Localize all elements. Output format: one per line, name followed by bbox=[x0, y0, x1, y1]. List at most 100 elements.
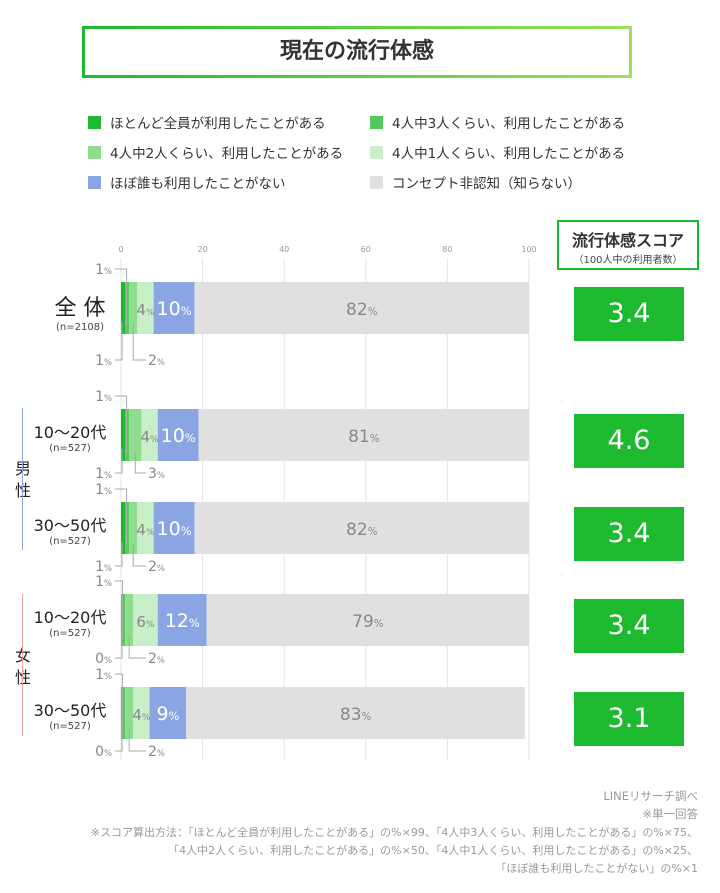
data-label: 0% bbox=[95, 744, 112, 760]
x-tick-label: 40 bbox=[279, 245, 289, 254]
score-value: 3.4 bbox=[574, 507, 684, 561]
bar-segment bbox=[194, 502, 529, 554]
x-tick-label: 80 bbox=[442, 245, 452, 254]
bar-segment bbox=[121, 594, 126, 646]
row-label-text: 30〜50代 bbox=[33, 516, 107, 535]
callout-line bbox=[132, 324, 146, 361]
bar-segment bbox=[121, 502, 126, 554]
bar-segment bbox=[157, 594, 207, 646]
score-value: 3.4 bbox=[574, 599, 684, 653]
x-tick-label: 100 bbox=[521, 245, 536, 254]
data-label: 1% bbox=[95, 482, 112, 498]
row-label-text: 全 体 bbox=[54, 296, 106, 321]
callout-line bbox=[115, 727, 123, 752]
data-label: 1% bbox=[95, 466, 112, 482]
data-label: 1% bbox=[95, 574, 112, 590]
bar-segment bbox=[125, 687, 134, 739]
legend-swatch bbox=[370, 145, 383, 159]
row-label-n: (n=527) bbox=[49, 721, 91, 732]
note-source: LINEリサーチ調べ bbox=[603, 789, 698, 803]
bar-segment bbox=[141, 409, 158, 461]
row-label-n: (n=2108) bbox=[56, 322, 104, 333]
group-label-female: 女性 bbox=[15, 646, 32, 687]
legend-item: コンセプト非認知（知らない） bbox=[370, 172, 581, 192]
legend-label: 4人中2人くらい、利用したことがある bbox=[110, 146, 344, 162]
data-label: 3% bbox=[148, 466, 165, 482]
row-label: 全 体 (n=2108) bbox=[40, 290, 120, 333]
data-label: 0% bbox=[95, 651, 112, 667]
legend-swatch bbox=[88, 145, 101, 159]
data-label: 12% bbox=[165, 610, 200, 632]
data-label: 1% bbox=[95, 262, 112, 278]
row-label: 30〜50代 (n=527) bbox=[30, 512, 110, 547]
callout-line bbox=[115, 449, 123, 474]
bar-segment bbox=[129, 409, 142, 461]
bar-segment bbox=[129, 282, 138, 334]
legend-label: ほぼ誰も利用したことがない bbox=[110, 176, 286, 192]
score-header: 流行体感スコア （100人中の利用者数） bbox=[557, 220, 699, 270]
bar-segment bbox=[129, 502, 138, 554]
callout-line bbox=[128, 636, 146, 659]
row-label-text: 30〜50代 bbox=[33, 701, 107, 720]
bar-segment bbox=[137, 282, 154, 334]
chart-title: 現在の流行体感 bbox=[82, 26, 632, 78]
legend-swatch bbox=[370, 115, 383, 129]
female-bracket bbox=[22, 594, 33, 736]
data-label: 1% bbox=[95, 667, 112, 683]
data-label: 9% bbox=[156, 703, 179, 725]
bar-segment bbox=[133, 594, 158, 646]
data-label: 10% bbox=[157, 518, 192, 540]
row-label: 10〜20代 (n=527) bbox=[30, 604, 110, 639]
x-tick-label: 20 bbox=[198, 245, 208, 254]
callout-line bbox=[132, 544, 146, 567]
bar-segment bbox=[186, 687, 525, 739]
data-label: 10% bbox=[157, 298, 192, 320]
row-label-n: (n=527) bbox=[49, 443, 91, 454]
data-label: 1% bbox=[95, 353, 112, 369]
callout-line bbox=[115, 542, 123, 567]
bar-segment bbox=[125, 409, 130, 461]
x-tick-label: 0 bbox=[118, 245, 123, 254]
callout-line bbox=[115, 488, 128, 546]
callout-line bbox=[115, 673, 123, 731]
legend-label: 4人中1人くらい、利用したことがある bbox=[392, 146, 626, 162]
legend-label: 4人中3人くらい、利用したことがある bbox=[392, 116, 626, 132]
bar-segment bbox=[121, 409, 126, 461]
legend-label: ほとんど全員が利用したことがある bbox=[110, 116, 326, 132]
row-label: 30〜50代 (n=527) bbox=[30, 697, 110, 732]
bar-segment bbox=[125, 594, 134, 646]
bar-segment bbox=[206, 594, 529, 646]
bar-segment bbox=[198, 409, 529, 461]
legend-item: ほとんど全員が利用したことがある bbox=[88, 112, 326, 132]
bar-segment bbox=[137, 502, 154, 554]
row-label-text: 10〜20代 bbox=[33, 608, 107, 627]
legend-swatch bbox=[88, 175, 101, 189]
data-label: 2% bbox=[148, 559, 165, 575]
callout-line bbox=[134, 451, 146, 474]
bar-segment bbox=[133, 687, 150, 739]
callout-line bbox=[115, 634, 123, 659]
note-method-2: 「4人中2人くらい、利用したことがある」の%×50、「4人中1人くらい、利用した… bbox=[168, 844, 698, 857]
row-label-n: (n=527) bbox=[49, 628, 91, 639]
bar-segment bbox=[153, 282, 195, 334]
bar-segment bbox=[125, 282, 130, 334]
male-bracket bbox=[22, 408, 33, 550]
bar-segment bbox=[194, 282, 529, 334]
bar-segment bbox=[125, 502, 130, 554]
note-method-3: 「ほぼ誰も利用したことがない」の%×1 bbox=[495, 862, 698, 875]
score-header-subtitle: （100人中の利用者数） bbox=[573, 255, 683, 266]
score-value: 3.4 bbox=[574, 287, 684, 341]
legend-item: 4人中2人くらい、利用したことがある bbox=[88, 142, 343, 162]
bar-segment bbox=[153, 502, 195, 554]
x-tick-label: 60 bbox=[361, 245, 371, 254]
group-label-male: 男性 bbox=[15, 459, 32, 500]
legend-swatch bbox=[88, 115, 101, 129]
data-label: 2% bbox=[148, 651, 165, 667]
note-single: ※単一回答 bbox=[642, 807, 698, 821]
data-label: 1% bbox=[95, 389, 112, 405]
data-label: 10% bbox=[161, 425, 196, 447]
bar-segment bbox=[157, 409, 199, 461]
legend-item: ほぼ誰も利用したことがない bbox=[88, 172, 286, 192]
